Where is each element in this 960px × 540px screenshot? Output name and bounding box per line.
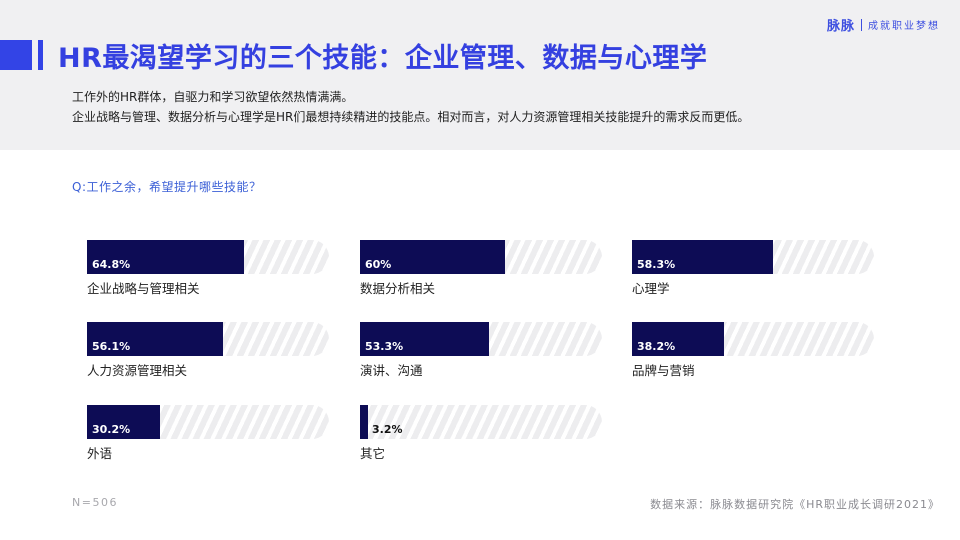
sample-size: N=506 [72, 496, 118, 509]
logo-text: 脉脉 [826, 19, 855, 34]
bar-category-label: 演讲、沟通 [360, 363, 423, 378]
title-accent-block [0, 40, 32, 70]
bar-cell: 58.3% 心理学 [632, 240, 874, 300]
bar-value-label: 30.2% [92, 423, 131, 436]
bar-cell: 38.2% 品牌与营销 [632, 322, 874, 382]
bar-value-label: 58.3% [637, 258, 676, 271]
data-source: 数据来源：脉脉数据研究院《HR职业成长调研2021》 [650, 498, 940, 511]
bar [87, 405, 160, 439]
bar-category-label: 数据分析相关 [360, 281, 436, 296]
bar-category-label: 人力资源管理相关 [87, 363, 188, 378]
header-band [0, 0, 960, 150]
page-subtitle: 工作外的HR群体，自驱力和学习欲望依然热情满满。 企业战略与管理、数据分析与心理… [72, 87, 749, 127]
bar-track [360, 322, 602, 356]
bar [360, 240, 505, 274]
bar-value-label: 56.1% [92, 340, 131, 353]
bar-value-label: 3.2% [372, 423, 403, 436]
subtitle-line: 工作外的HR群体，自驱力和学习欲望依然热情满满。 [72, 90, 354, 104]
title-accent-line [38, 40, 43, 70]
page-title: HR最渴望学习的三个技能：企业管理、数据与心理学 [58, 43, 708, 74]
bar-category-label: 外语 [87, 446, 113, 461]
bar-cell: 53.3% 演讲、沟通 [360, 322, 602, 382]
bar-category-label: 品牌与营销 [632, 363, 695, 378]
bar-cell: 3.2% 其它 [360, 405, 602, 465]
bar-track [360, 240, 602, 274]
bar-track [87, 322, 329, 356]
bar-track [632, 322, 874, 356]
bar-category-label: 企业战略与管理相关 [87, 281, 200, 296]
bar-cell: 56.1% 人力资源管理相关 [87, 322, 329, 382]
bar-value-label: 38.2% [637, 340, 676, 353]
bar [360, 322, 489, 356]
bar-category-label: 其它 [360, 446, 386, 461]
bar [632, 322, 724, 356]
bar-track [87, 405, 329, 439]
bar-value-label: 60% [365, 258, 392, 271]
bar [87, 240, 244, 274]
logo-slogan: 成就职业梦想 [868, 21, 940, 32]
bar-cell: 60% 数据分析相关 [360, 240, 602, 300]
bar-category-label: 心理学 [632, 281, 670, 296]
bar-track [360, 405, 602, 439]
bar [360, 405, 368, 439]
logo-divider [861, 18, 862, 31]
subtitle-line: 企业战略与管理、数据分析与心理学是HR们最想持续精进的技能点。相对而言，对人力资… [72, 110, 750, 124]
bar-cell: 30.2% 外语 [87, 405, 329, 465]
bar [632, 240, 773, 274]
brand-logo: 脉脉 成就职业梦想 [827, 15, 940, 34]
bar-value-label: 53.3% [365, 340, 404, 353]
bar-track [632, 240, 874, 274]
survey-question: Q:工作之余，希望提升哪些技能？ [72, 180, 262, 194]
bar-cell: 64.8% 企业战略与管理相关 [87, 240, 329, 300]
bar [87, 322, 223, 356]
bar-value-label: 64.8% [92, 258, 131, 271]
bar-track [87, 240, 329, 274]
